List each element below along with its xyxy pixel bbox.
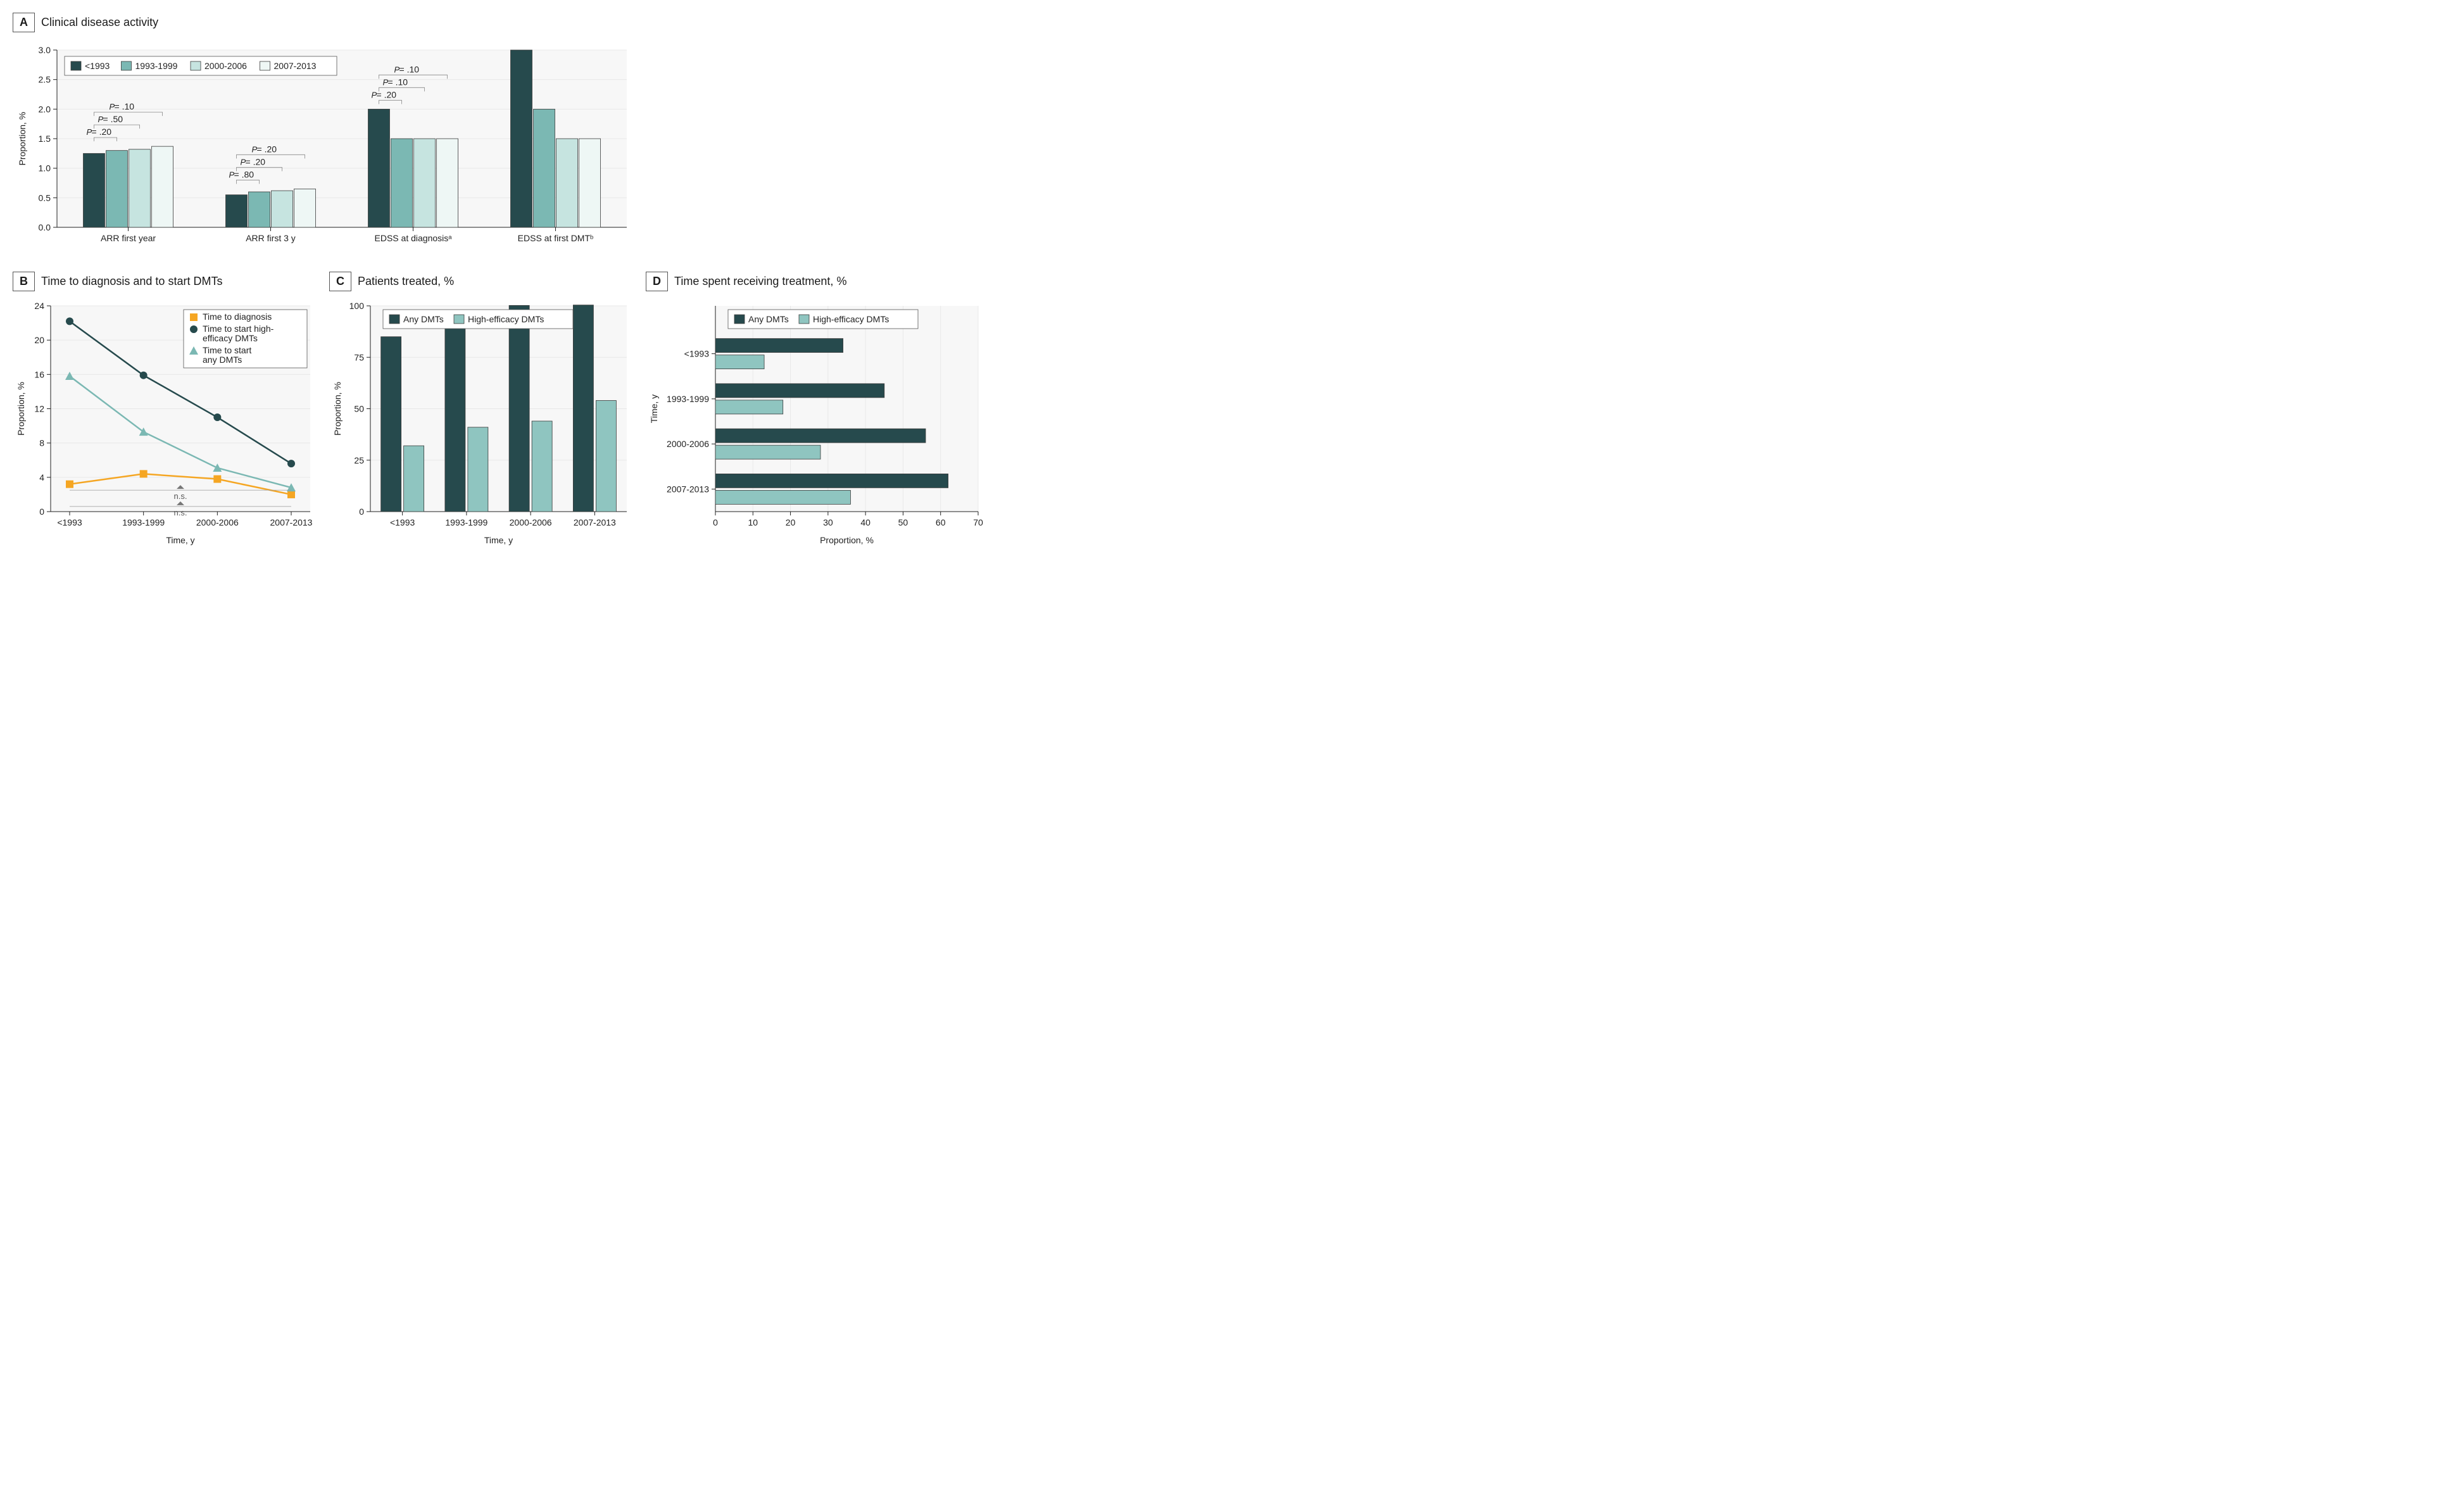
svg-text:2007-2013: 2007-2013 (270, 517, 313, 527)
svg-text:2007-2013: 2007-2013 (667, 484, 709, 494)
svg-text:12: 12 (34, 404, 44, 414)
svg-text:1993-1999: 1993-1999 (667, 394, 709, 404)
svg-text:= .20: = .20 (377, 89, 397, 99)
svg-text:100: 100 (349, 301, 365, 311)
svg-text:Time to start: Time to start (203, 345, 251, 355)
svg-text:efficacy DMTs: efficacy DMTs (203, 333, 258, 343)
svg-text:2000-2006: 2000-2006 (204, 61, 247, 71)
svg-text:Any DMTs: Any DMTs (403, 314, 444, 324)
svg-text:ARR first 3 y: ARR first 3 y (246, 233, 296, 243)
svg-text:40: 40 (860, 517, 871, 527)
svg-text:70: 70 (973, 517, 983, 527)
svg-text:0.0: 0.0 (39, 222, 51, 232)
svg-text:Time to diagnosis: Time to diagnosis (203, 312, 272, 322)
panel-d-title: Time spent receiving treatment, % (674, 275, 846, 288)
svg-text:10: 10 (748, 517, 758, 527)
svg-text:30: 30 (823, 517, 833, 527)
svg-text:<1993: <1993 (684, 349, 710, 359)
svg-text:3.0: 3.0 (39, 45, 51, 55)
svg-text:8: 8 (39, 438, 44, 448)
svg-text:= .10: = .10 (399, 64, 420, 74)
panel-c: C Patients treated, % 0 25 50 75 100 Proporti… (329, 272, 633, 550)
svg-text:60: 60 (936, 517, 946, 527)
svg-text:50: 50 (354, 404, 364, 414)
panel-d: D Time spent receiving treatment, % 0 10 2… (646, 272, 988, 550)
svg-text:1993-1999: 1993-1999 (445, 517, 487, 527)
svg-text:0: 0 (359, 507, 364, 517)
panel-b-title: Time to diagnosis and to start DMTs (41, 275, 222, 288)
panel-b-chart: 0 4 8 12 16 20 24 Proportion, % Time, y <1993 1993… (13, 296, 317, 550)
panel-b: B Time to diagnosis and to start DMTs 0 4… (13, 272, 317, 550)
svg-text:= .80: = .80 (234, 169, 255, 179)
svg-text:= .50: = .50 (103, 114, 123, 124)
svg-text:Any DMTs: Any DMTs (748, 314, 789, 324)
svg-text:= .20: = .20 (257, 144, 277, 154)
panel-a-header: A Clinical disease activity (13, 13, 1000, 32)
svg-text:n.s.: n.s. (174, 508, 187, 517)
svg-text:any DMTs: any DMTs (203, 355, 242, 365)
panel-c-chart: 0 25 50 75 100 Proportion, % Time, y <1993 1993-… (329, 296, 633, 550)
svg-text:2007-2013: 2007-2013 (274, 61, 317, 71)
svg-text:High-efficacy DMTs: High-efficacy DMTs (468, 314, 544, 324)
svg-text:75: 75 (354, 352, 364, 362)
panel-d-header: D Time spent receiving treatment, % (646, 272, 988, 291)
svg-text:24: 24 (34, 301, 44, 311)
svg-text:16: 16 (34, 369, 44, 379)
figure-root: A Clinical disease activity 0.0 0.5 1.0 1.5… (13, 13, 1000, 550)
panel-a-letter: A (13, 13, 35, 32)
svg-text:1993-1999: 1993-1999 (122, 517, 165, 527)
svg-text:Proportion, %: Proportion, % (332, 382, 343, 436)
panel-d-chart: 0 10 20 30 40 50 60 70 Proportion, % Time, y <1993… (646, 296, 988, 550)
panel-b-letter: B (13, 272, 35, 291)
svg-text:2007-2013: 2007-2013 (574, 517, 616, 527)
svg-text:20: 20 (34, 335, 44, 345)
svg-text:<1993: <1993 (85, 61, 110, 71)
svg-text:0.5: 0.5 (39, 192, 51, 203)
panel-c-title: Patients treated, % (358, 275, 454, 288)
panel-a-chart: 0.0 0.5 1.0 1.5 2.0 2.5 3.0 Proportion, % ARR fi… (13, 37, 633, 253)
svg-text:Proportion, %: Proportion, % (17, 112, 27, 166)
svg-text:ARR first year: ARR first year (101, 233, 156, 243)
panel-d-letter: D (646, 272, 668, 291)
svg-text:1.0: 1.0 (39, 163, 51, 173)
svg-text:= .10: = .10 (115, 101, 135, 111)
svg-text:2000-2006: 2000-2006 (667, 439, 709, 449)
svg-text:4: 4 (39, 472, 44, 482)
panel-b-header: B Time to diagnosis and to start DMTs (13, 272, 317, 291)
panel-a-title: Clinical disease activity (41, 16, 158, 29)
svg-text:2.5: 2.5 (39, 75, 51, 85)
svg-text:Time to start high-: Time to start high- (203, 324, 274, 334)
svg-text:Time, y: Time, y (166, 535, 194, 545)
panel-a: A Clinical disease activity 0.0 0.5 1.0 1.5… (13, 13, 1000, 253)
svg-text:2000-2006: 2000-2006 (510, 517, 552, 527)
svg-text:25: 25 (354, 455, 364, 465)
svg-text:2.0: 2.0 (39, 104, 51, 114)
panel-c-letter: C (329, 272, 351, 291)
svg-text:EDSS at first DMTᵇ: EDSS at first DMTᵇ (518, 233, 594, 243)
panel-c-header: C Patients treated, % (329, 272, 633, 291)
svg-text:Proportion, %: Proportion, % (820, 535, 874, 545)
svg-text:0: 0 (39, 507, 44, 517)
svg-text:1993-1999: 1993-1999 (135, 61, 178, 71)
svg-text:50: 50 (898, 517, 908, 527)
svg-text:<1993: <1993 (57, 517, 82, 527)
bottom-row: B Time to diagnosis and to start DMTs 0 4… (13, 272, 1000, 550)
svg-text:0: 0 (713, 517, 718, 527)
svg-text:<1993: <1993 (390, 517, 415, 527)
svg-text:Time, y: Time, y (649, 394, 659, 423)
svg-text:= .10: = .10 (388, 77, 408, 87)
svg-text:= .20: = .20 (246, 156, 266, 167)
svg-text:1.5: 1.5 (39, 134, 51, 144)
svg-text:Proportion, %: Proportion, % (16, 382, 26, 436)
svg-text:n.s.: n.s. (174, 491, 187, 501)
svg-text:= .20: = .20 (92, 127, 112, 137)
svg-text:Time, y: Time, y (484, 535, 513, 545)
svg-text:20: 20 (786, 517, 796, 527)
svg-text:EDSS at diagnosisᵃ: EDSS at diagnosisᵃ (375, 233, 453, 243)
svg-text:2000-2006: 2000-2006 (196, 517, 239, 527)
svg-text:High-efficacy DMTs: High-efficacy DMTs (813, 314, 889, 324)
